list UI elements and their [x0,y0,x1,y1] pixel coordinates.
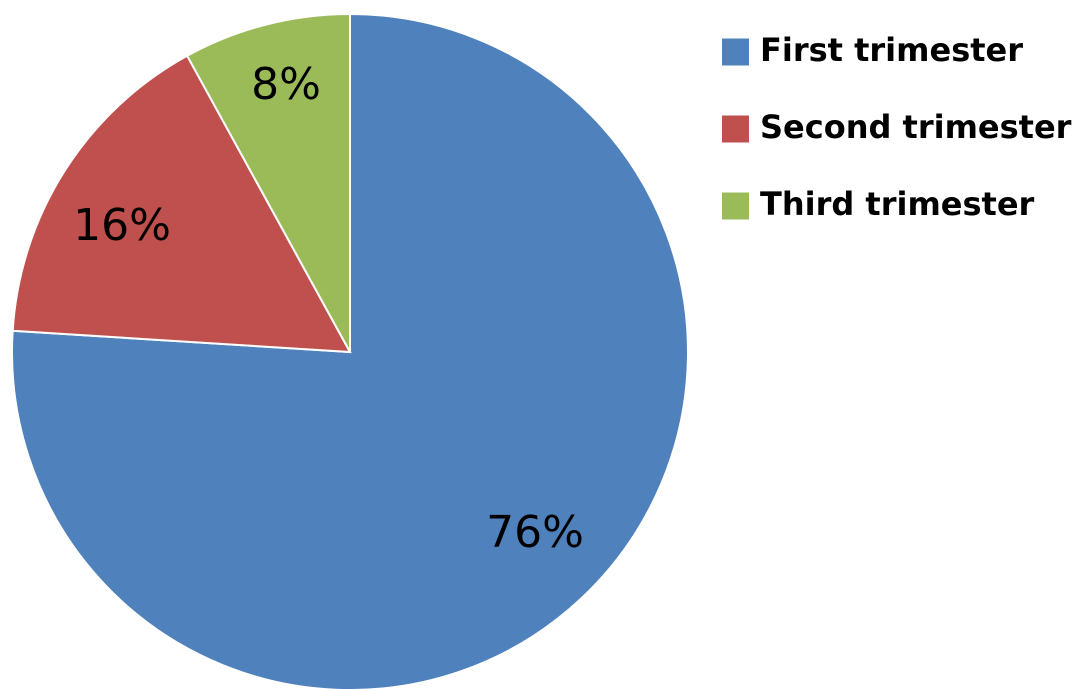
legend-swatch [722,38,749,66]
data-label-first-trimester: 76% [486,507,584,558]
legend-swatch [722,115,749,143]
pie-slice-second-trimester [11,54,352,354]
pie-value-labels: 76% 16% 8% [73,59,584,558]
data-label-third-trimester: 8% [251,59,321,110]
legend-swatch [722,192,749,220]
pie-slices [11,12,689,689]
legend-item-second-trimester: Second trimester [722,108,1072,146]
data-label-second-trimester: 16% [73,200,171,251]
legend-label: First trimester [760,31,1023,69]
pie-slice-third-trimester [185,12,351,353]
legend-item-third-trimester: Third trimester [722,185,1035,223]
legend-label: Third trimester [760,185,1035,223]
legend-label: Second trimester [760,108,1072,146]
legend-item-first-trimester: First trimester [722,31,1023,69]
legend: First trimester Second trimester Third tri… [722,31,1072,223]
